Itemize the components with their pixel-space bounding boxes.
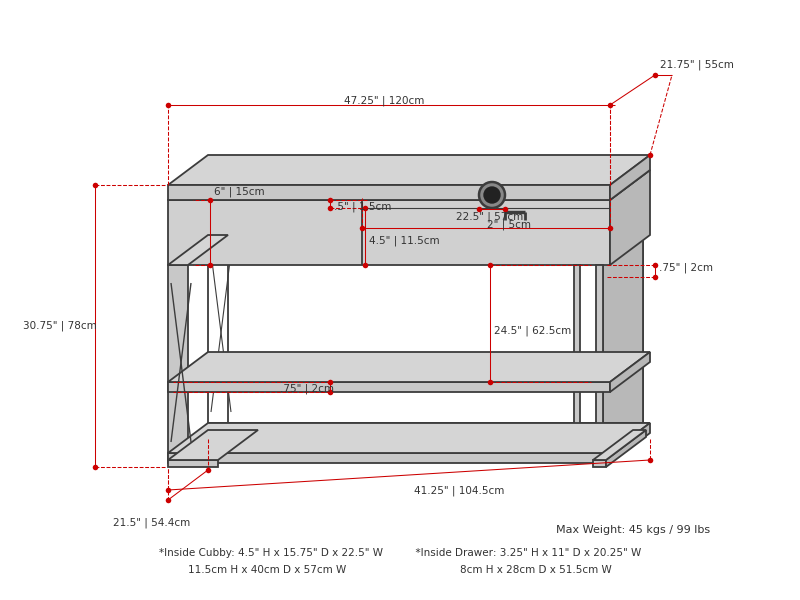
Text: 4.5" | 11.5cm: 4.5" | 11.5cm bbox=[369, 236, 440, 246]
Polygon shape bbox=[610, 170, 650, 265]
Polygon shape bbox=[593, 430, 646, 460]
Polygon shape bbox=[606, 430, 646, 467]
Polygon shape bbox=[168, 170, 650, 200]
Polygon shape bbox=[168, 453, 610, 463]
Polygon shape bbox=[168, 423, 650, 453]
Polygon shape bbox=[574, 265, 580, 460]
Polygon shape bbox=[168, 430, 258, 460]
Text: 47.25" | 120cm: 47.25" | 120cm bbox=[344, 96, 424, 107]
Polygon shape bbox=[168, 265, 188, 460]
Polygon shape bbox=[593, 460, 606, 467]
Text: 6" | 15cm: 6" | 15cm bbox=[214, 187, 265, 197]
Text: 41.25" | 104.5cm: 41.25" | 104.5cm bbox=[414, 485, 504, 496]
Text: .5" | 1.5cm: .5" | 1.5cm bbox=[334, 201, 391, 211]
Polygon shape bbox=[610, 352, 650, 392]
Polygon shape bbox=[596, 265, 603, 460]
Circle shape bbox=[484, 187, 500, 203]
Circle shape bbox=[479, 182, 505, 208]
Text: Max Weight: 45 kgs / 99 lbs: Max Weight: 45 kgs / 99 lbs bbox=[556, 525, 710, 535]
Text: 11.5cm H x 40cm D x 57cm W                                   8cm H x 28cm D x 51: 11.5cm H x 40cm D x 57cm W 8cm H x 28cm … bbox=[188, 565, 612, 575]
Text: 30.75" | 78cm: 30.75" | 78cm bbox=[23, 321, 97, 331]
Polygon shape bbox=[168, 185, 610, 200]
Polygon shape bbox=[168, 382, 610, 392]
Polygon shape bbox=[603, 235, 643, 460]
Polygon shape bbox=[168, 460, 218, 467]
Polygon shape bbox=[168, 200, 610, 265]
Text: 21.75" | 55cm: 21.75" | 55cm bbox=[660, 59, 734, 70]
Text: .75" | 2cm: .75" | 2cm bbox=[280, 384, 334, 394]
Text: 24.5" | 62.5cm: 24.5" | 62.5cm bbox=[494, 326, 571, 336]
Text: 22.5" | 57cm: 22.5" | 57cm bbox=[456, 211, 523, 222]
Polygon shape bbox=[168, 235, 228, 265]
Polygon shape bbox=[610, 155, 650, 200]
Text: 2" | 5cm: 2" | 5cm bbox=[487, 219, 531, 229]
Polygon shape bbox=[610, 423, 650, 463]
Polygon shape bbox=[168, 352, 650, 382]
Text: 21.5" | 54.4cm: 21.5" | 54.4cm bbox=[113, 518, 190, 529]
Polygon shape bbox=[168, 155, 650, 185]
Text: *Inside Cubby: 4.5" H x 15.75" D x 22.5" W          *Inside Drawer: 3.25" H x 11: *Inside Cubby: 4.5" H x 15.75" D x 22.5"… bbox=[159, 548, 641, 558]
Text: .75" | 2cm: .75" | 2cm bbox=[659, 263, 713, 273]
